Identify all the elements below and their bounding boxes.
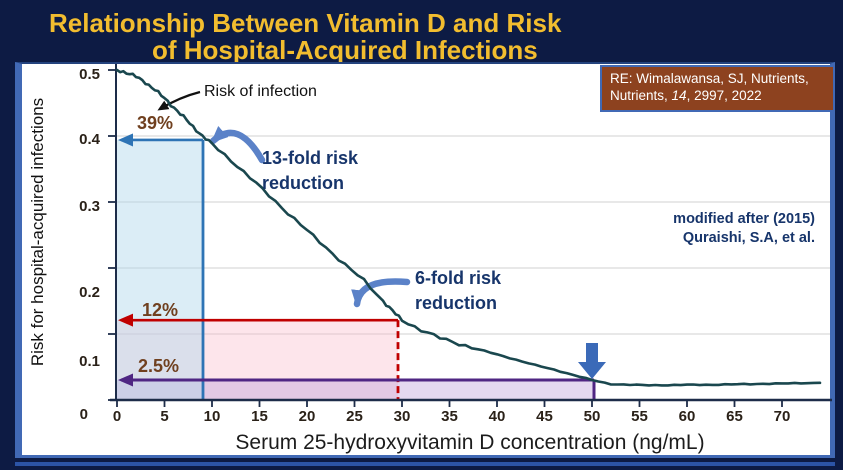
credit-line1: modified after (2015) bbox=[673, 211, 815, 227]
threshold-12-label: 12% bbox=[142, 300, 179, 320]
x-tick-label: 35 bbox=[441, 408, 458, 425]
reference-line2-volume: 14 bbox=[671, 87, 687, 103]
x-tick-label: 50 bbox=[583, 408, 601, 425]
x-tick-label: 45 bbox=[536, 408, 553, 425]
threshold-39-label: 39% bbox=[137, 113, 174, 133]
x-tick-label: 5 bbox=[160, 408, 169, 425]
y-tick-label: 0.1 bbox=[79, 353, 100, 370]
reference-line2-post: , 2997, 2022 bbox=[686, 87, 762, 103]
bottom-accent-line bbox=[15, 462, 835, 466]
y-tick-label: 0.4 bbox=[79, 131, 100, 148]
x-tick-label: 15 bbox=[251, 408, 268, 425]
x-tick-label: 70 bbox=[773, 408, 791, 425]
slide-title-line1: Relationship Between Vitamin D and Risk bbox=[49, 8, 562, 38]
annotation-13-fold-line2: reduction bbox=[262, 173, 345, 193]
chart-panel bbox=[15, 62, 835, 458]
annotation-6-fold: 6-fold risk reduction bbox=[415, 266, 501, 316]
x-tick-label: 40 bbox=[488, 408, 506, 425]
x-tick-label: 20 bbox=[298, 408, 316, 425]
reference-line2-pre: Nutrients, bbox=[610, 87, 672, 103]
series-label: Risk of infection bbox=[204, 83, 317, 100]
reference-citation-box: RE: Wimalawansa, SJ, Nutrients, Nutrient… bbox=[600, 65, 835, 112]
y-tick-label: 0 bbox=[79, 406, 88, 423]
y-tick-label: 0.5 bbox=[79, 66, 100, 83]
annotation-13-fold-line1: 13-fold risk bbox=[262, 148, 359, 168]
annotation-6-fold-line1: 6-fold risk bbox=[415, 268, 502, 288]
x-tick-label: 65 bbox=[726, 408, 743, 425]
x-tick-label: 60 bbox=[678, 408, 696, 425]
y-tick-label: 0.2 bbox=[79, 284, 100, 301]
annotation-13-fold: 13-fold risk reduction bbox=[262, 146, 358, 196]
x-tick-label: 30 bbox=[393, 408, 411, 425]
x-tick-label: 10 bbox=[203, 408, 221, 425]
credit-line2: Quraishi, S.A, et al. bbox=[682, 230, 815, 246]
x-tick-label: 25 bbox=[346, 408, 363, 425]
slide-title-line2: of Hospital-Acquired Infections bbox=[152, 35, 538, 65]
annotation-6-fold-line2: reduction bbox=[415, 293, 498, 313]
y-tick-label: 0.3 bbox=[79, 198, 100, 215]
x-tick-label: 55 bbox=[631, 408, 648, 425]
reference-line1: RE: Wimalawansa, SJ, Nutrients, bbox=[610, 71, 809, 86]
x-axis-title: Serum 25-hydroxyvitamin D concentration … bbox=[235, 431, 705, 454]
credit-note: modified after (2015) Quraishi, S.A, et … bbox=[610, 210, 815, 248]
y-axis-title: Risk for hospital-acquired infections bbox=[28, 97, 47, 367]
x-tick-label: 0 bbox=[112, 408, 122, 425]
reference-line2: Nutrients, 14, 2997, 2022 bbox=[610, 88, 825, 105]
threshold-2-5-label: 2.5% bbox=[138, 356, 180, 376]
